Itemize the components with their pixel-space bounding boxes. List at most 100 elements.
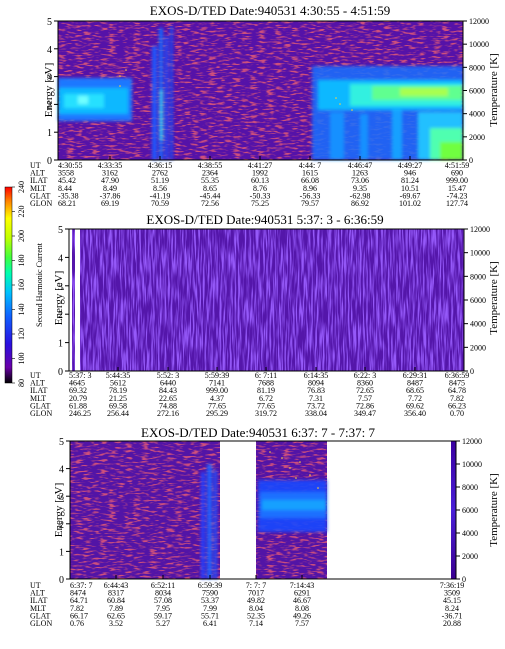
panel-1-cell: 4:33:35 bbox=[98, 161, 122, 170]
colorbar-title: Second Harmonic Current bbox=[35, 242, 44, 327]
panel-2-cell: 77.65 bbox=[257, 401, 275, 410]
panel-1-scatter bbox=[119, 69, 353, 111]
panel-2-cell: 0.70 bbox=[450, 409, 464, 418]
panel-2-title: EXOS-D/TED Date:940531 5:37: 3 - 6:36:59 bbox=[146, 212, 383, 227]
panel-1-cell: -56.33 bbox=[300, 191, 321, 200]
panel-3-cell: 7.99 bbox=[203, 604, 217, 613]
panel-2-cell: 20.79 bbox=[69, 394, 87, 403]
panel-2-cell: 349.47 bbox=[354, 409, 376, 418]
panel-3-row-label: GLON bbox=[30, 619, 52, 628]
panel-2-noise bbox=[69, 229, 464, 371]
panel-3-cell: 3.52 bbox=[109, 619, 123, 628]
panel-3-segment-a-noise bbox=[70, 441, 220, 579]
panel-2-cell: 77.65 bbox=[208, 401, 226, 410]
panel-1-ytick-label: 0 bbox=[47, 156, 52, 167]
panel-2-row-label: ILAT bbox=[30, 386, 47, 395]
panel-2-cell: 22.65 bbox=[159, 394, 177, 403]
panel-2-ytick-label: 1 bbox=[58, 339, 63, 350]
panel-3-cell: 52.35 bbox=[247, 611, 265, 620]
panel-1-cell: 8.96 bbox=[303, 184, 317, 193]
panel-3-cell: 7.57 bbox=[295, 619, 309, 628]
panel-3-cell: 7590 bbox=[202, 589, 218, 598]
panel-1-ytick-label: 1 bbox=[47, 128, 52, 139]
panel-1-cell: 8.56 bbox=[153, 184, 167, 193]
panel-3-cell: 7.89 bbox=[109, 604, 123, 613]
panel-1-row-label: ALT bbox=[30, 169, 45, 178]
panel-2-ytick-label: 5 bbox=[58, 225, 63, 236]
panel-1-cell: 8.49 bbox=[103, 184, 117, 193]
panel-1-spikes bbox=[152, 26, 173, 160]
colorbar-tick-label: 220 bbox=[17, 206, 26, 218]
panel-3-cell: 8.24 bbox=[445, 604, 459, 613]
panel-2-row-label: UT bbox=[30, 371, 41, 380]
panel-1-cell: 3162 bbox=[102, 169, 118, 178]
panel-3-cell: 8034 bbox=[155, 589, 171, 598]
panel-3-cell: 7:14:43 bbox=[290, 581, 314, 590]
panel-3-cell: 7017 bbox=[248, 589, 264, 598]
panel-2-cell: 61.88 bbox=[69, 401, 87, 410]
panel-1-cell: 60.13 bbox=[251, 176, 269, 185]
panel-2-cell: 8094 bbox=[308, 379, 324, 388]
panel-1-cell: -35.38 bbox=[58, 191, 79, 200]
panel-3-ytick-label: 1 bbox=[59, 547, 64, 558]
panel-1-cell: 1615 bbox=[302, 169, 318, 178]
panel-2-cell: 319.72 bbox=[255, 409, 277, 418]
panel-1-cell: 4:36:15 bbox=[148, 161, 172, 170]
panel-2-row-label: GLAT bbox=[30, 401, 51, 410]
panel-3-y2tick-label: 2000 bbox=[462, 552, 478, 561]
panel-3-cell: -36.71 bbox=[442, 611, 463, 620]
panel-2-ytick-label: 3 bbox=[58, 282, 63, 293]
colorbar-tick-label: 180 bbox=[17, 255, 26, 267]
panel-1-cell: 8.65 bbox=[203, 184, 217, 193]
panel-1-y2tick-label: 2000 bbox=[469, 133, 485, 142]
panel-3-ytick-label: 3 bbox=[59, 492, 64, 503]
panel-3-cell: 8474 bbox=[70, 589, 86, 598]
panel-1-title: EXOS-D/TED Date:940531 4:30:55 - 4:51:59 bbox=[150, 3, 390, 18]
panel-1-cell: -41.19 bbox=[150, 191, 171, 200]
panel-3-spikes bbox=[201, 464, 217, 579]
colorbar-gradient bbox=[4, 186, 13, 384]
panel-3-cell: 57.08 bbox=[154, 596, 172, 605]
colorbar-tick-label: 240 bbox=[17, 181, 26, 193]
panel-1-cell: 69.19 bbox=[101, 199, 119, 208]
panel-2-cell: 69.32 bbox=[69, 386, 87, 395]
panel-3-cell: 64.71 bbox=[70, 596, 88, 605]
panel-3-cell: 0.76 bbox=[70, 619, 84, 628]
panel-2-cell: 338.04 bbox=[305, 409, 327, 418]
panel-3: EXOS-D/TED Date:940531 6:37: 7 - 7:37: 7 bbox=[30, 425, 500, 628]
panel-1-cell: 66.08 bbox=[301, 176, 319, 185]
panel-2-cell: 356.40 bbox=[404, 409, 426, 418]
panel-1: EXOS-D/TED Date:940531 4:30:55 - 4:51:59 bbox=[30, 3, 500, 208]
panel-1-info-table: UT 4:30:55 4:33:35 4:36:15 4:38:55 4:41:27 4:4… bbox=[30, 161, 469, 208]
panel-1-row-label: ILAT bbox=[30, 176, 47, 185]
panel-2-ytick-label: 0 bbox=[58, 367, 63, 378]
panel-3-y2tick-label: 4000 bbox=[462, 529, 478, 538]
panel-3-row-label: GLAT bbox=[30, 611, 51, 620]
panel-3-cell: 60.84 bbox=[107, 596, 125, 605]
panel-2-cell: 7688 bbox=[258, 379, 274, 388]
panel-1-ion-band-left bbox=[58, 78, 132, 121]
panel-2-cell: 68.65 bbox=[406, 386, 424, 395]
panel-1-ion-band-right bbox=[312, 66, 463, 160]
panel-1-cell: -37.86 bbox=[100, 191, 121, 200]
panel-3-cell: 7.95 bbox=[156, 604, 170, 613]
panel-2-cell: 5:37: 3 bbox=[69, 371, 91, 380]
panel-1-axes: 0 1 2 3 4 5 0 2000 4000 6000 8000 10000 12000 bbox=[47, 17, 489, 167]
panel-3-plot bbox=[69, 440, 457, 580]
panel-2-y2tick-label: 4000 bbox=[470, 320, 486, 329]
panel-2-cell: 6:36:59 bbox=[445, 371, 469, 380]
panel-1-cell: 51.19 bbox=[151, 176, 169, 185]
panel-3-row-label: MLT bbox=[30, 604, 46, 613]
panel-2-ylabel: Energy [eV] bbox=[53, 271, 65, 325]
panel-2-cell: 6.72 bbox=[259, 394, 273, 403]
panel-1-ytick-label: 4 bbox=[47, 45, 52, 56]
panel-2-cell: 5:44:35 bbox=[106, 371, 130, 380]
panel-1-cell: 68.21 bbox=[58, 199, 76, 208]
panel-2-cell: 5612 bbox=[110, 379, 126, 388]
panel-2-y2tick-label: 2000 bbox=[470, 343, 486, 352]
panel-2-cell: 256.44 bbox=[107, 409, 129, 418]
panel-1-cell: 79.57 bbox=[301, 199, 319, 208]
panel-3-cell: 8317 bbox=[108, 589, 124, 598]
panel-2-cell: 4.37 bbox=[210, 394, 224, 403]
